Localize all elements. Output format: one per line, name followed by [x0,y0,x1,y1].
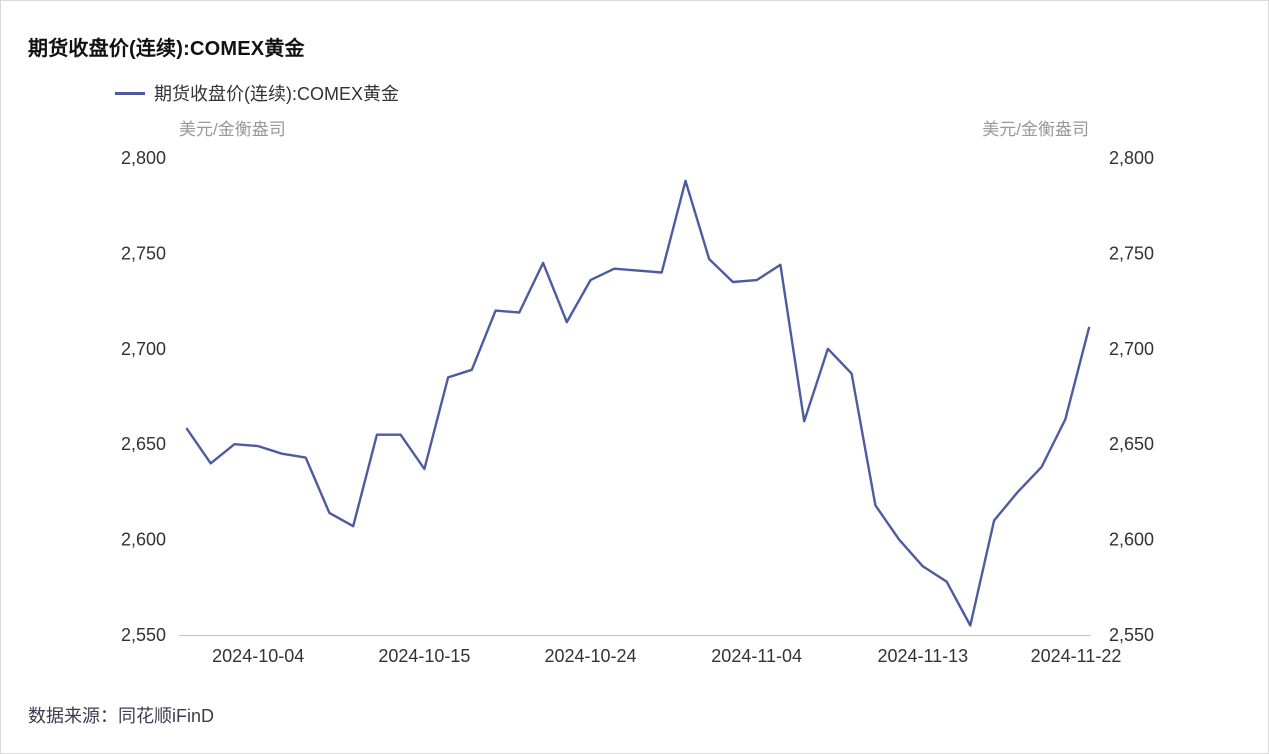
y-axis-label-left: 2,650 [121,434,166,454]
y-axis-label-right: 2,800 [1109,148,1154,168]
y-axis-label-right: 2,600 [1109,530,1154,550]
legend-label: 期货收盘价(连续):COMEX黄金 [154,84,399,104]
y-axis-label-right: 2,550 [1109,625,1154,645]
y-axis-label-right: 2,750 [1109,243,1154,263]
y-axis-unit-right: 美元/金衡盎司 [982,120,1089,139]
y-axis-label-left: 2,800 [121,148,166,168]
x-axis-label: 2024-10-15 [378,646,470,666]
legend-line-marker [115,91,145,95]
y-axis-label-left: 2,600 [121,530,166,550]
x-axis-label: 2024-11-22 [1031,646,1122,666]
data-source-label: 数据来源：同花顺iFinD [28,706,215,726]
y-axis-label-left: 2,700 [121,339,166,359]
x-axis-label: 2024-10-04 [212,646,304,666]
y-axis-label-right: 2,650 [1109,434,1154,454]
x-axis-label: 2024-11-13 [877,646,968,666]
y-axis-label-left: 2,550 [121,625,166,645]
y-axis-label-left: 2,750 [121,243,166,263]
y-axis-label-right: 2,700 [1109,339,1154,359]
chart-legend: 期货收盘价(连续):COMEX黄金 [115,80,399,106]
chart-title: 期货收盘价(连续):COMEX黄金 [28,38,305,60]
price-line-series [185,179,1091,627]
x-axis-label: 2024-10-24 [544,646,636,666]
x-axis-label: 2024-11-04 [711,646,802,666]
y-axis-unit-left: 美元/金衡盎司 [179,120,286,139]
